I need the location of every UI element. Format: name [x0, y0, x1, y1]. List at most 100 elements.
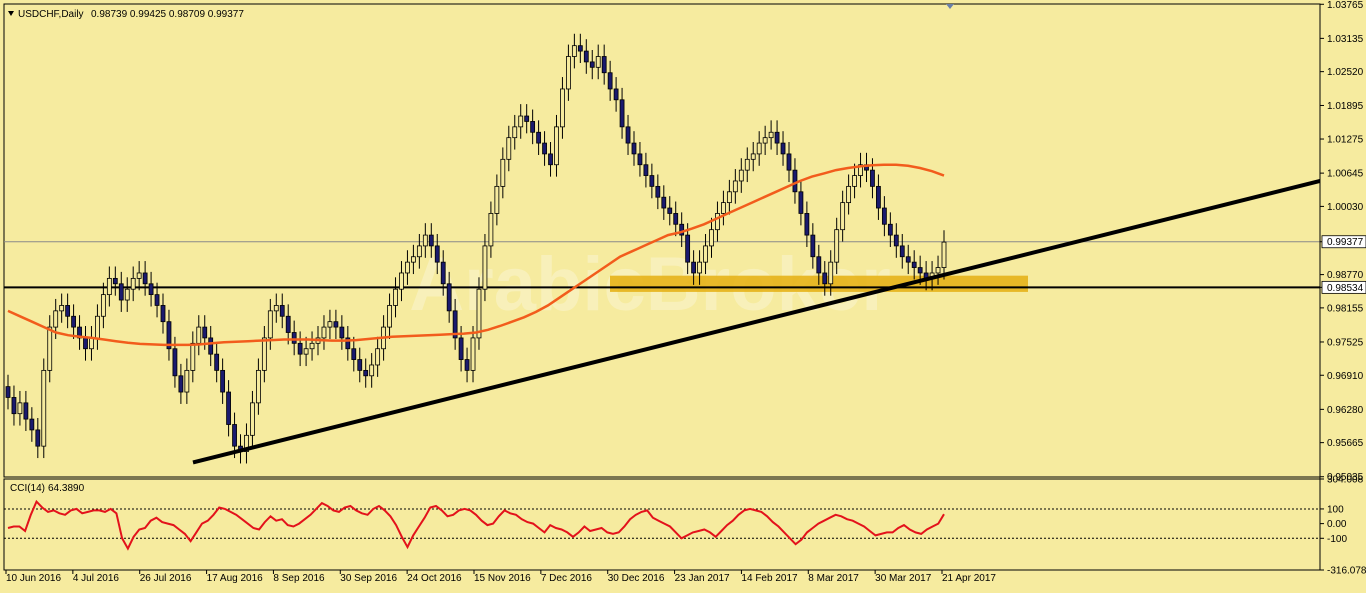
bearish-candle-body: [548, 153, 553, 166]
dropdown-arrow-icon[interactable]: [8, 11, 14, 16]
time-tick-label: 30 Mar 2017: [875, 573, 932, 584]
bullish-candle-body: [89, 337, 94, 350]
main-plot-frame: [3, 3, 1321, 478]
candle: [780, 131, 786, 166]
candle: [17, 390, 23, 426]
candle: [726, 179, 732, 215]
indicator-value: 64.3890: [48, 483, 85, 494]
bullish-candle-body: [244, 434, 249, 452]
bullish-candle-body: [267, 310, 273, 339]
time-tick-label: 14 Feb 2017: [741, 573, 798, 584]
candle: [685, 223, 691, 275]
bullish-candle-body: [512, 126, 518, 139]
candle: [303, 336, 309, 367]
candle: [255, 358, 261, 415]
candle: [482, 234, 488, 302]
bullish-candle-body: [935, 267, 941, 274]
bearish-candle-body: [83, 337, 88, 350]
bearish-candle-body: [887, 223, 893, 236]
chart-shift-marker-icon[interactable]: [946, 4, 954, 9]
bearish-candle-body: [333, 321, 339, 328]
candle: [100, 282, 106, 329]
cci-tick-label: 100: [1327, 504, 1344, 515]
ohlc-readout: 0.98739 0.99425 0.98709 0.99377: [91, 9, 244, 20]
bearish-candle-body: [297, 342, 303, 355]
bearish-candle-body: [649, 175, 655, 187]
candle: [822, 261, 828, 296]
candle: [190, 331, 196, 383]
candle: [416, 234, 422, 269]
candle: [273, 293, 279, 323]
bearish-candle-body: [583, 50, 589, 63]
candle: [721, 190, 726, 226]
bearish-candle-body: [625, 126, 631, 144]
bearish-candle-body: [446, 283, 452, 312]
bearish-candle-body: [870, 169, 875, 187]
bearish-candle-body: [148, 283, 154, 296]
bullish-candle-body: [130, 277, 136, 290]
candle: [786, 142, 792, 183]
candle: [637, 142, 643, 177]
bullish-candle-body: [518, 115, 524, 128]
price-tick-label: 0.99377: [1327, 237, 1364, 248]
candle: [732, 169, 738, 204]
candle: [673, 201, 679, 237]
candle: [148, 271, 154, 307]
candle: [762, 125, 768, 155]
bearish-candle-body: [452, 310, 458, 339]
bearish-candle-body: [673, 213, 679, 225]
candle: [661, 185, 667, 220]
candle: [130, 266, 136, 302]
candle: [530, 109, 536, 145]
bullish-candle-body: [858, 164, 863, 176]
bullish-candle-body: [190, 342, 196, 371]
candle: [65, 293, 71, 329]
candle: [214, 342, 220, 383]
bearish-candle-body: [810, 234, 816, 258]
bullish-candle-body: [416, 245, 422, 258]
candle: [649, 163, 655, 199]
candle: [434, 234, 440, 275]
candle: [577, 33, 583, 63]
bearish-candle-body: [434, 245, 440, 263]
bearish-candle-body: [601, 56, 607, 74]
candle: [864, 152, 869, 183]
bullish-candle-body: [47, 326, 53, 371]
bearish-candle-body: [154, 294, 160, 306]
candle: [405, 250, 410, 285]
bullish-candle-body: [53, 310, 59, 328]
candle: [494, 174, 500, 226]
candle: [136, 261, 142, 291]
bullish-candle-body: [59, 305, 65, 312]
candle: [333, 309, 339, 339]
candle: [792, 158, 798, 204]
candle: [798, 179, 804, 226]
candle: [411, 244, 416, 275]
price-tick-label: 0.96910: [1327, 371, 1364, 382]
candle: [750, 142, 756, 172]
bullish-candle-body: [95, 315, 100, 339]
bullish-candle-body: [595, 56, 601, 68]
candle: [422, 223, 428, 258]
candle: [858, 152, 863, 188]
bearish-candle-body: [786, 153, 792, 171]
candle: [279, 293, 285, 329]
bearish-candle-body: [285, 315, 291, 333]
candle: [518, 104, 524, 139]
candle: [184, 358, 190, 404]
candle: [834, 217, 840, 275]
bearish-candle-body: [893, 234, 899, 247]
candle: [363, 358, 369, 388]
time-tick-label: 15 Nov 2016: [474, 573, 531, 584]
bullish-candle-body: [482, 245, 488, 290]
bearish-candle-body: [71, 315, 76, 328]
candle: [655, 174, 661, 210]
bearish-candle-body: [661, 196, 667, 209]
bearish-candle-body: [440, 261, 446, 285]
bullish-candle-body: [768, 131, 774, 139]
price-axis: 1.03765 1.03135 1.02520 1.01895 1.01275 1.006…: [1319, 0, 1366, 577]
bullish-candle-body: [387, 305, 392, 328]
candle: [941, 230, 947, 280]
bearish-candle-body: [542, 142, 547, 155]
